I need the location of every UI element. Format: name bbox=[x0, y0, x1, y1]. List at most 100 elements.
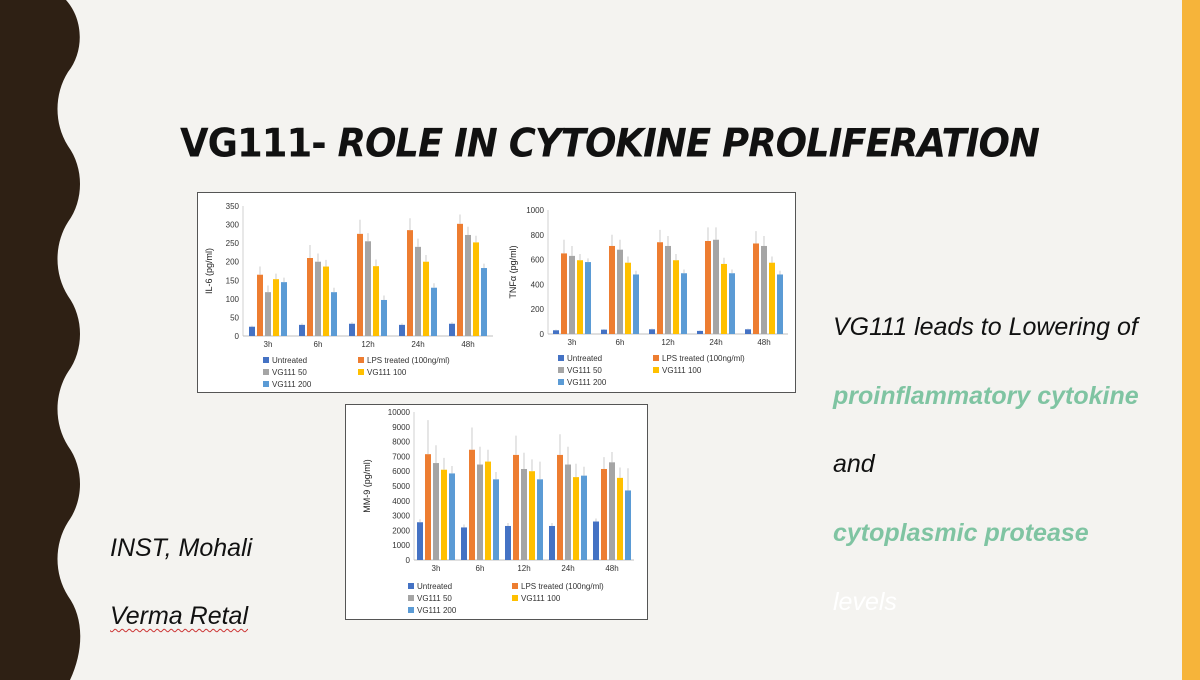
il6-y-tick-label: 100 bbox=[226, 295, 240, 304]
tnf-bar bbox=[721, 263, 727, 334]
right-text-line-3: and bbox=[833, 450, 875, 478]
tnf-legend-swatch bbox=[558, 355, 564, 361]
tnf-bar bbox=[713, 239, 719, 334]
tnf-bar bbox=[681, 273, 687, 334]
il6-y-tick-label: 50 bbox=[230, 313, 239, 322]
il6-bar bbox=[373, 266, 379, 336]
tnf-legend-label: Untreated bbox=[567, 354, 602, 363]
il6-y-tick-label: 250 bbox=[226, 239, 240, 248]
tnf-bar bbox=[625, 262, 631, 334]
mm9-bar bbox=[449, 473, 455, 560]
tnf-bar bbox=[585, 262, 591, 334]
tnf-bar bbox=[769, 262, 775, 334]
mm9-bar bbox=[477, 464, 483, 560]
right-text-line-1: VG111 leads to Lowering of bbox=[833, 313, 1138, 341]
il6-legend-swatch bbox=[358, 357, 364, 363]
tnf-bar bbox=[617, 249, 623, 334]
chart-mm9: 0 1000 2000 3000 4000 5000 6000 7000 8000 9000 100… bbox=[362, 408, 634, 615]
mm9-x-tick-label: 48h bbox=[605, 564, 618, 573]
mm9-bar bbox=[609, 462, 615, 560]
mm9-legend-label: VG111 200 bbox=[417, 606, 457, 615]
mm9-bar bbox=[505, 525, 511, 560]
tnf-bar bbox=[705, 241, 711, 334]
mm9-bar bbox=[549, 525, 555, 560]
chart-panel-top: 0 50 100 150 200 250 300 350 IL-6 (pg/ml) 3h 6h 12h… bbox=[197, 192, 796, 393]
mm9-legend-swatch bbox=[408, 583, 414, 589]
mm9-legend-label: LPS treated (100ng/ml) bbox=[521, 582, 604, 591]
il6-legend-label: VG111 100 bbox=[367, 368, 407, 377]
mm9-bar bbox=[581, 475, 587, 560]
mm9-legend-swatch bbox=[512, 595, 518, 601]
mm9-bar bbox=[493, 479, 499, 560]
tnf-bar bbox=[673, 260, 679, 334]
tnf-bar bbox=[761, 245, 767, 334]
mm9-legend-label: Untreated bbox=[417, 582, 452, 591]
il6-x-tick-label: 6h bbox=[314, 340, 323, 349]
il6-bar bbox=[299, 324, 305, 336]
mm9-legend-label: VG111 50 bbox=[417, 594, 452, 603]
mm9-bar bbox=[461, 527, 467, 560]
tnf-bar bbox=[777, 274, 783, 334]
mm9-bar bbox=[601, 468, 607, 560]
tnf-y-tick-label: 800 bbox=[531, 231, 545, 240]
mm9-x-tick-label: 24h bbox=[561, 564, 574, 573]
tnf-x-tick-label: 12h bbox=[661, 338, 674, 347]
il6-legend-swatch bbox=[263, 369, 269, 375]
tnf-bar bbox=[569, 255, 575, 334]
institute-label: INST, Mohali bbox=[110, 534, 253, 562]
il6-bar bbox=[465, 234, 471, 336]
il6-y-tick-label: 350 bbox=[226, 202, 240, 211]
tnf-bar bbox=[665, 245, 671, 334]
tnf-bar bbox=[561, 253, 567, 334]
tnf-y-tick-label: 1000 bbox=[526, 206, 544, 215]
tnf-y-tick-label: 0 bbox=[540, 330, 545, 339]
chart-il6: 0 50 100 150 200 250 300 350 IL-6 (pg/ml) 3h 6h 12h… bbox=[204, 202, 493, 389]
mm9-bar bbox=[521, 468, 527, 560]
il6-bar bbox=[481, 268, 487, 336]
tnf-bar bbox=[633, 274, 639, 334]
il6-bar bbox=[365, 241, 371, 336]
tnf-bar bbox=[729, 273, 735, 334]
tnf-x-tick-label: 6h bbox=[616, 338, 625, 347]
mm9-bar bbox=[485, 461, 491, 560]
mm9-y-tick-label: 7000 bbox=[392, 452, 410, 461]
tnf-x-tick-label: 48h bbox=[757, 338, 770, 347]
il6-legend-label: LPS treated (100ng/ml) bbox=[367, 356, 450, 365]
tnf-bar bbox=[553, 330, 559, 334]
mm9-y-tick-label: 1000 bbox=[392, 541, 410, 550]
il6-bar bbox=[265, 292, 271, 336]
tnf-legend-label: LPS treated (100ng/ml) bbox=[662, 354, 745, 363]
mm9-bar bbox=[565, 464, 571, 560]
mm9-bar bbox=[557, 454, 563, 560]
mm9-bar bbox=[417, 522, 423, 560]
il6-y-tick-label: 300 bbox=[226, 221, 240, 230]
il6-bar bbox=[407, 230, 413, 336]
tnf-y-axis-label: TNFα (pg/ml) bbox=[508, 245, 518, 298]
tnf-y-tick-label: 400 bbox=[531, 280, 545, 289]
il6-bar bbox=[315, 261, 321, 336]
mm9-bar bbox=[469, 449, 475, 560]
mm9-y-axis-label: MM-9 (pg/ml) bbox=[362, 459, 372, 513]
il6-x-tick-label: 12h bbox=[361, 340, 374, 349]
tnf-bar bbox=[657, 242, 663, 334]
il6-bar bbox=[399, 324, 405, 336]
right-text-line-2: proinflammatory cytokine bbox=[833, 382, 1139, 410]
il6-y-tick-label: 200 bbox=[226, 258, 240, 267]
tnf-legend-swatch bbox=[558, 379, 564, 385]
il6-bar bbox=[473, 242, 479, 336]
il6-bar bbox=[381, 299, 387, 336]
decorative-wave-band bbox=[0, 0, 81, 680]
il6-x-tick-label: 48h bbox=[461, 340, 474, 349]
mm9-legend-swatch bbox=[512, 583, 518, 589]
tnf-legend-label: VG111 100 bbox=[662, 366, 702, 375]
mm9-y-tick-label: 9000 bbox=[392, 423, 410, 432]
mm9-bar bbox=[617, 477, 623, 560]
tnf-bar bbox=[745, 329, 751, 334]
tnf-x-tick-label: 3h bbox=[568, 338, 577, 347]
mm9-y-tick-label: 0 bbox=[406, 556, 411, 565]
il6-bar bbox=[249, 326, 255, 336]
decorative-stripe bbox=[1182, 0, 1200, 680]
tnf-legend-label: VG111 50 bbox=[567, 366, 602, 375]
tnf-bar bbox=[649, 329, 655, 334]
il6-bar bbox=[331, 292, 337, 336]
